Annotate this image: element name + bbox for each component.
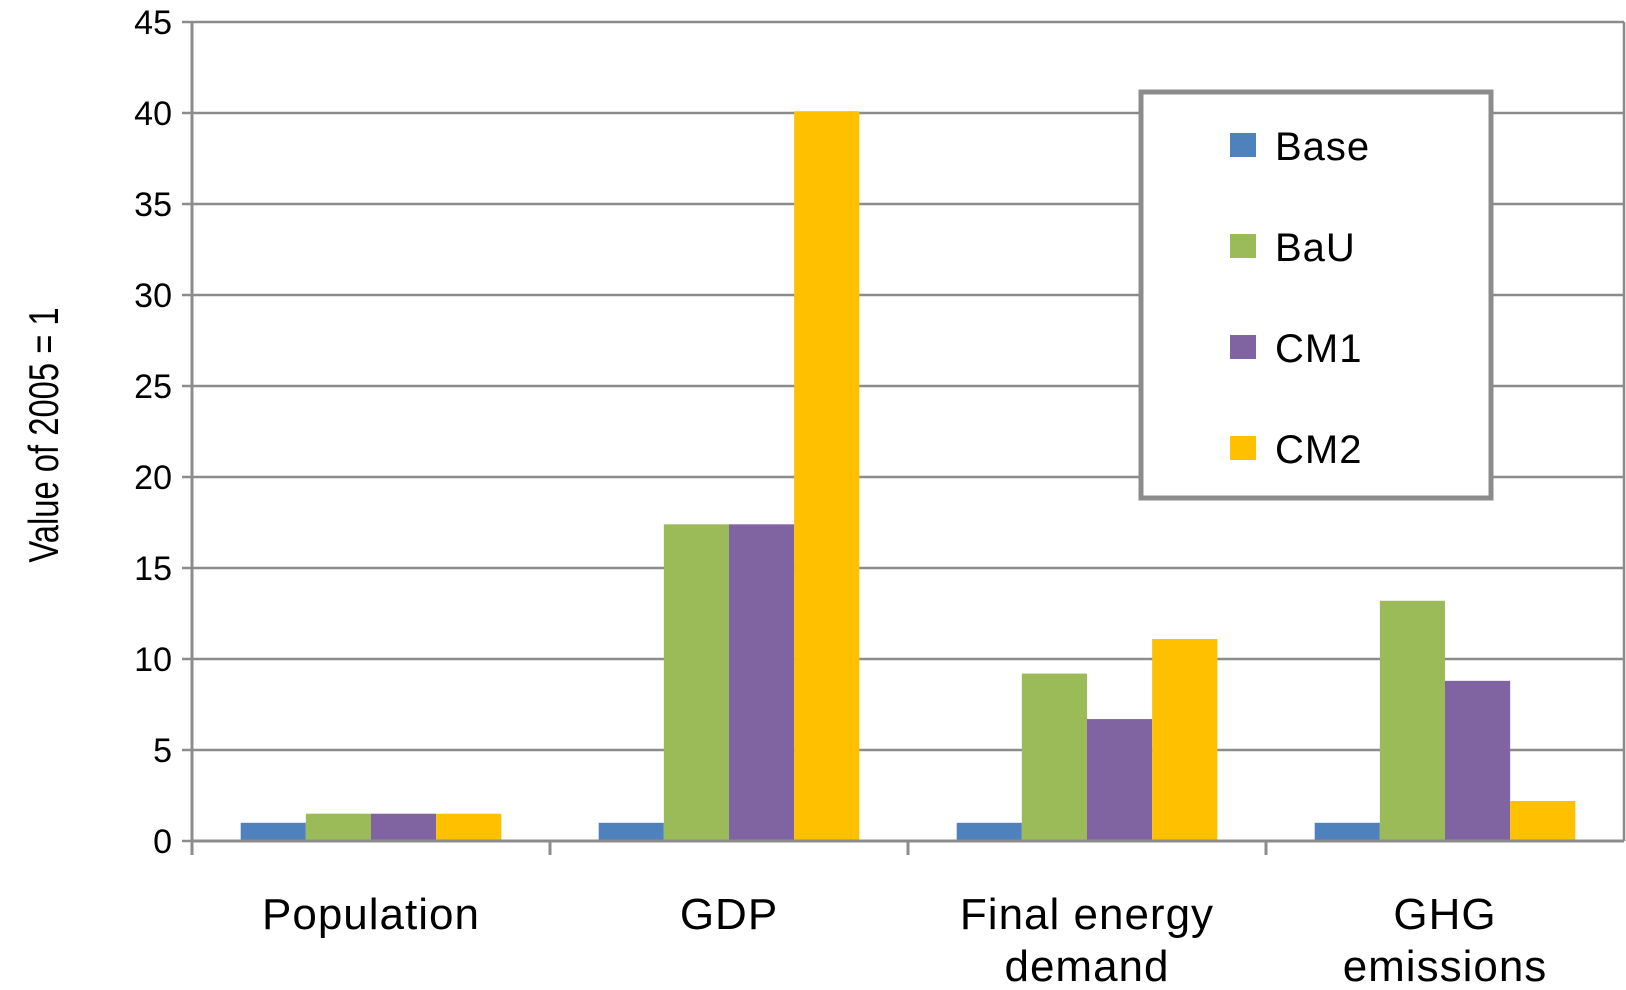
gridlines [192,20,1624,752]
bar-base-1 [598,822,664,841]
bar-cm1-1 [729,524,795,841]
bar-cm1-0 [371,813,437,841]
bar-base-0 [240,822,306,841]
x-category-label: GDP [680,890,778,939]
bar-base-3 [1314,822,1380,841]
y-tick-label: 20 [134,459,172,497]
y-tick-label: 40 [134,95,172,133]
x-category-label: Final energy [960,890,1214,939]
legend-swatch-cm2 [1230,436,1256,460]
legend-label-base: Base [1275,125,1370,169]
y-tick-label: 15 [134,550,172,588]
bar-base-2 [956,822,1022,841]
legend-swatch-bau [1230,234,1256,258]
bar-cm2-1 [794,111,860,842]
y-axis-title: Value of 2005 = 1 [20,307,67,562]
bar-bau-2 [1021,673,1087,841]
bar-cm2-3 [1510,800,1576,841]
y-tick-label: 45 [134,4,172,42]
y-tick-labels: 0 5 10 15 20 25 30 35 40 45 [134,4,172,861]
x-category-label: Population [262,890,480,939]
legend-swatch-cm1 [1230,335,1256,359]
bar-bau-1 [663,524,729,841]
y-tick-label: 25 [134,368,172,406]
y-tick-label: 5 [153,732,172,770]
bar-bau-3 [1379,600,1445,841]
y-tick-label: 30 [134,277,172,315]
legend-label-bau: BaU [1275,226,1356,270]
legend-box [1138,89,1494,501]
bar-bau-0 [305,813,371,841]
legend-label-cm2: CM2 [1275,428,1362,472]
legend-label-cm1: CM1 [1275,327,1362,371]
y-tick-label: 0 [153,823,172,861]
x-category-label: emissions [1343,942,1548,990]
legend-swatch-base [1230,133,1256,157]
bar-cm1-2 [1087,719,1153,841]
x-category-label: demand [1004,942,1169,990]
bar-cm2-0 [436,813,502,841]
bar-cm2-2 [1152,638,1218,841]
y-tick-label: 35 [134,186,172,224]
bar-cm1-3 [1445,680,1511,841]
legend: Base BaU CM1 CM2 [1138,89,1494,501]
y-tick-label: 10 [134,641,172,679]
x-category-label: GHG [1393,890,1496,939]
axes [182,20,1626,855]
bars [240,111,1576,842]
